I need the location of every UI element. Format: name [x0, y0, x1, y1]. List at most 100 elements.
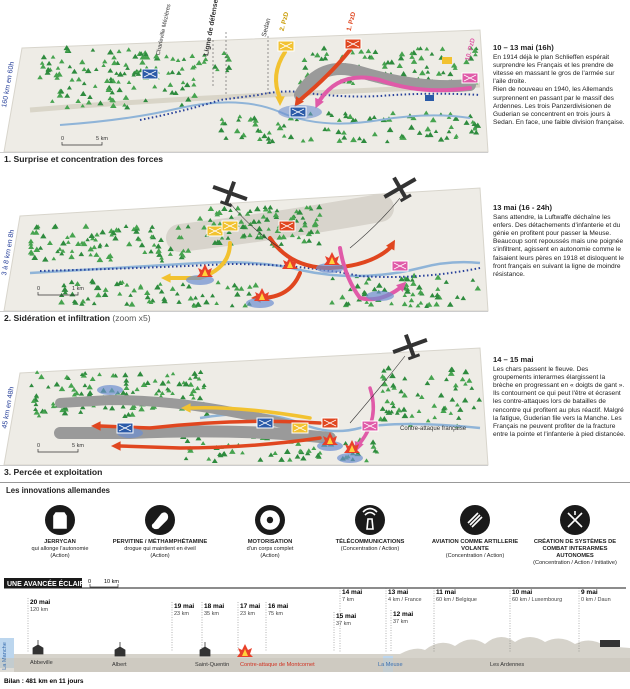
tree [434, 294, 441, 300]
icon-glyph [467, 512, 483, 528]
map-label: 1. PzD [346, 11, 358, 32]
tree [63, 45, 70, 51]
tree [113, 227, 120, 233]
tree [341, 134, 348, 140]
tree [416, 409, 422, 413]
tree [452, 382, 459, 388]
tree [46, 60, 52, 66]
tree [69, 249, 75, 253]
tree [364, 458, 369, 463]
tree [93, 67, 99, 72]
tree [101, 291, 109, 298]
tree [124, 301, 130, 306]
bilan: Bilan : 481 km en 11 jours [4, 678, 84, 685]
tree [71, 299, 77, 304]
tree [325, 127, 331, 132]
tree [33, 402, 39, 407]
tree [389, 301, 394, 306]
tree [409, 277, 415, 282]
tree [80, 372, 87, 378]
tree [189, 391, 195, 397]
tree [64, 48, 70, 53]
tree [126, 47, 132, 52]
tree [74, 281, 81, 287]
panel-heading: 14 – 15 mai [493, 355, 534, 364]
innovation-icon [460, 505, 490, 535]
tree [471, 47, 479, 53]
innovation-tag: (Concentration / Action / Initiative) [533, 560, 617, 566]
tree [350, 50, 356, 55]
tree [416, 130, 423, 135]
tree [149, 234, 154, 239]
tree [187, 447, 194, 453]
arrow-head [91, 421, 101, 431]
terrain [3, 187, 489, 312]
tree [226, 229, 232, 235]
tree [185, 224, 191, 229]
tree [131, 72, 137, 77]
tree [28, 241, 34, 246]
tree [201, 383, 207, 388]
tree [241, 232, 248, 238]
tree [381, 287, 388, 292]
tree [401, 392, 408, 398]
scale-label: 0 [88, 579, 91, 585]
tree [191, 92, 198, 98]
tree [167, 246, 174, 252]
icon-bg [355, 505, 385, 535]
arrow-head [275, 96, 285, 106]
panel-text: 10 – 13 mai (16h) En 1914 déjà le plan S… [493, 43, 627, 127]
stop-date: 13 mai [388, 589, 408, 596]
arrow [274, 50, 287, 100]
tree [398, 388, 404, 394]
tree [257, 457, 264, 462]
tree [91, 244, 97, 250]
tree [467, 55, 475, 61]
innovation-icon [355, 505, 385, 535]
tree [426, 301, 433, 307]
tree [362, 54, 368, 59]
tree [424, 126, 432, 132]
tree [69, 77, 75, 82]
panel: 3 à 8 km en 8h 0 1 km 2. Sidération et inf… [0, 168, 630, 326]
tree [410, 292, 416, 297]
tree [263, 216, 271, 222]
tree [266, 227, 271, 231]
stop-distance: 4 km / France [388, 597, 422, 603]
tree [231, 282, 238, 288]
tree [257, 136, 263, 141]
tree [191, 82, 197, 87]
tree [124, 104, 131, 110]
tree [240, 224, 247, 230]
tree [216, 239, 223, 246]
tree [211, 240, 219, 245]
tree [123, 62, 129, 67]
arrow-head [294, 96, 304, 107]
tree [179, 86, 186, 91]
tree [424, 46, 430, 51]
tree [40, 233, 47, 239]
french-position [316, 263, 344, 273]
tree [117, 71, 124, 77]
tree [119, 280, 125, 284]
tree [104, 242, 110, 247]
tree [181, 57, 187, 61]
tree [33, 393, 39, 398]
panel-caption: 2. Sidération et infiltration (zoom x5) [0, 311, 488, 324]
tree [265, 136, 272, 141]
tree [137, 284, 144, 290]
tree [62, 290, 68, 295]
church [199, 642, 211, 657]
paragraph: Les chars passent le fleuve. Des groupem… [493, 366, 626, 438]
tree [81, 67, 87, 72]
tree [197, 215, 204, 221]
tree [44, 69, 51, 75]
tree [71, 68, 78, 74]
tree [105, 254, 112, 259]
tree [474, 122, 482, 128]
unit-symbol [258, 419, 272, 427]
tree [339, 294, 346, 300]
tree [180, 394, 186, 400]
place-name: Contre-attaque de Montcornet [240, 662, 315, 668]
tree [29, 251, 35, 256]
